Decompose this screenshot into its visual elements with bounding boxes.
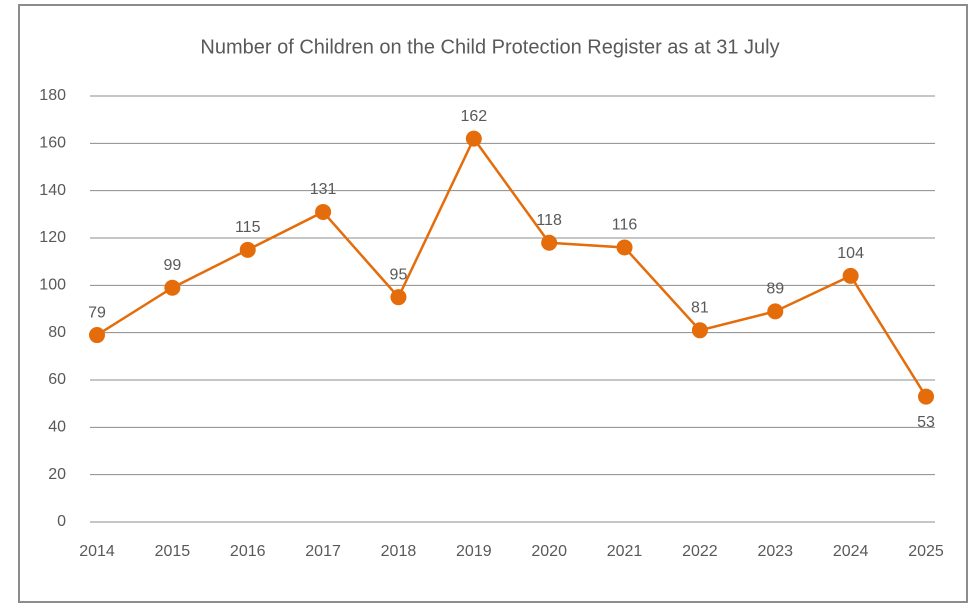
data-label: 116 xyxy=(612,217,638,234)
y-tick-label: 140 xyxy=(39,182,66,199)
data-label: 53 xyxy=(917,414,935,431)
point xyxy=(541,234,558,251)
y-tick-label: 0 xyxy=(57,513,66,530)
x-tick-label: 2022 xyxy=(682,543,718,560)
point xyxy=(89,327,105,344)
point xyxy=(239,241,256,258)
y-tick-label: 20 xyxy=(48,466,66,483)
data-label: 162 xyxy=(460,108,487,125)
data-label: 99 xyxy=(163,257,181,274)
point xyxy=(465,130,482,147)
x-tick-label: 2024 xyxy=(833,543,869,560)
chart-title: Number of Children on the Child Protecti… xyxy=(200,36,779,58)
point xyxy=(164,279,181,296)
point xyxy=(616,239,633,256)
data-label: 81 xyxy=(691,300,709,317)
x-tick-label: 2018 xyxy=(381,543,417,560)
line xyxy=(96,136,928,398)
y-tick-label: 160 xyxy=(39,135,66,152)
point xyxy=(691,322,708,339)
data-label: 89 xyxy=(766,281,784,298)
y-tick-label: 120 xyxy=(39,229,66,246)
point xyxy=(918,388,934,405)
chart-frame xyxy=(18,4,968,603)
y-tick-label: 60 xyxy=(48,371,66,388)
data-label: 95 xyxy=(390,266,408,283)
x-tick-label: 2023 xyxy=(757,543,793,560)
data-label: 79 xyxy=(88,304,106,321)
x-tick-label: 2025 xyxy=(908,543,944,560)
x-tick-label: 2014 xyxy=(79,543,115,560)
y-tick-label: 40 xyxy=(48,419,66,436)
data-label: 118 xyxy=(536,212,562,229)
y-tick-label: 180 xyxy=(39,87,66,104)
data-label: 131 xyxy=(310,181,337,198)
point xyxy=(842,267,859,284)
x-tick-label: 2017 xyxy=(305,543,341,560)
point xyxy=(390,289,407,306)
x-tick-label: 2019 xyxy=(456,543,492,560)
point xyxy=(315,203,332,220)
y-tick-label: 100 xyxy=(39,277,66,294)
y-tick-label: 80 xyxy=(48,324,66,341)
x-tick-label: 2021 xyxy=(607,543,643,560)
data-label: 115 xyxy=(235,219,261,236)
x-tick-label: 2016 xyxy=(230,543,266,560)
point xyxy=(767,303,784,320)
x-tick-label: 2020 xyxy=(531,543,567,560)
data-label: 104 xyxy=(837,245,864,262)
x-tick-label: 2015 xyxy=(155,543,191,560)
